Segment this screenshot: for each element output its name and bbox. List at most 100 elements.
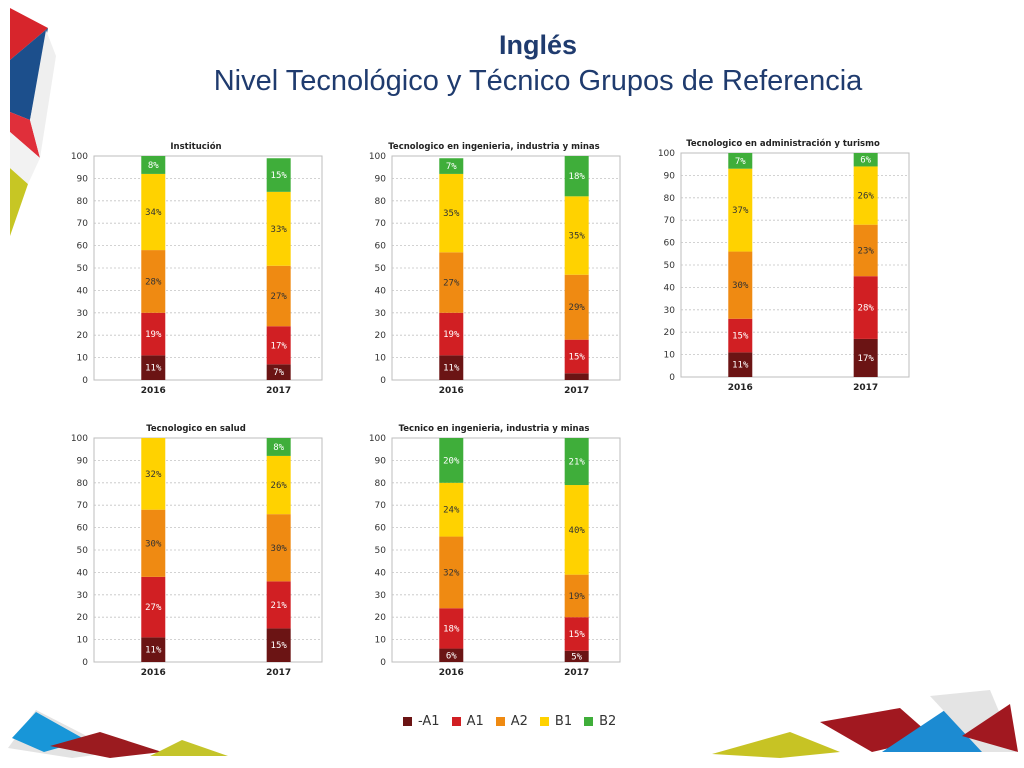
bar-segment <box>266 158 291 192</box>
data-label: 23% <box>858 246 875 256</box>
bar-segment <box>564 339 589 374</box>
data-label: 7% <box>273 368 284 378</box>
legend-swatch <box>584 717 594 726</box>
y-tick-label: 40 <box>375 286 387 296</box>
bar-segment <box>853 166 878 225</box>
legend-swatch <box>403 717 412 726</box>
y-tick-label: 0 <box>380 658 386 668</box>
bar-segment <box>266 364 291 380</box>
x-tick-label: 2017 <box>564 386 589 396</box>
y-tick-label: 10 <box>77 354 89 364</box>
data-label: 15% <box>569 352 586 362</box>
y-tick-label: 60 <box>77 524 89 534</box>
data-label: 18% <box>443 624 460 634</box>
bottom-right-decoration <box>712 690 1018 758</box>
bar-segment <box>266 326 291 365</box>
data-label: 40% <box>569 526 586 536</box>
y-tick-label: 70 <box>375 219 387 229</box>
y-tick-label: 90 <box>375 174 387 184</box>
bar-segment <box>564 156 589 197</box>
legend-label: -A1 <box>418 714 440 729</box>
y-tick-label: 0 <box>380 376 386 386</box>
x-tick-label: 2016 <box>728 383 753 393</box>
y-tick-label: 50 <box>77 264 89 274</box>
bar-segment <box>141 355 166 380</box>
bar-segment <box>853 224 878 277</box>
bar-segment <box>439 482 464 537</box>
y-tick-label: 100 <box>369 434 386 444</box>
data-label: 27% <box>145 603 162 613</box>
chart-svg: Tecnologico en administración y turismo 0… <box>658 138 910 393</box>
bottom-left-decoration <box>8 710 228 758</box>
x-tick-label: 2017 <box>853 383 878 393</box>
y-tick-label: 0 <box>669 373 675 383</box>
bar-segment <box>564 373 589 380</box>
data-label: 33% <box>271 225 288 235</box>
data-label: 19% <box>443 330 460 340</box>
y-tick-label: 10 <box>375 354 387 364</box>
y-tick-label: 30 <box>77 309 89 319</box>
y-tick-label: 50 <box>375 546 387 556</box>
legend-item-b1: B1 <box>539 714 572 729</box>
y-tick-label: 80 <box>77 197 89 207</box>
bar-segment <box>141 438 166 510</box>
data-label: 26% <box>271 481 288 491</box>
y-tick-label: 100 <box>369 152 386 162</box>
data-label: 11% <box>443 364 460 374</box>
legend-item-a2: A2 <box>495 714 528 729</box>
data-label: 32% <box>443 568 460 578</box>
y-tick-label: 100 <box>658 149 675 159</box>
data-label: 11% <box>145 646 162 656</box>
legend-label: A1 <box>466 714 484 729</box>
data-label: 17% <box>271 341 288 351</box>
y-tick-label: 90 <box>664 171 676 181</box>
bar-segment <box>266 628 291 662</box>
data-label: 15% <box>271 171 288 181</box>
bar-segment <box>853 153 878 167</box>
x-tick-label: 2016 <box>439 668 464 678</box>
data-label: 27% <box>443 279 460 289</box>
y-tick-label: 80 <box>375 479 387 489</box>
chart-title: Tecnico en ingenieria, industria y minas <box>399 424 590 434</box>
y-tick-label: 20 <box>664 328 676 338</box>
chart-svg: Tecnologico en ingenieria, industria y m… <box>369 142 621 396</box>
x-tick-label: 2017 <box>564 668 589 678</box>
data-label: 8% <box>148 161 159 171</box>
data-label: 30% <box>271 544 288 554</box>
data-label: 5% <box>571 652 582 662</box>
bar-segment <box>439 438 464 483</box>
y-tick-label: 100 <box>71 434 88 444</box>
bar-segment <box>439 608 464 649</box>
bar-segment <box>564 617 589 651</box>
data-label: 11% <box>732 361 749 371</box>
y-tick-label: 60 <box>375 242 387 252</box>
y-tick-label: 30 <box>375 309 387 319</box>
data-label: 32% <box>145 470 162 480</box>
y-tick-label: 20 <box>77 613 89 623</box>
data-label: 26% <box>858 192 875 202</box>
y-tick-label: 80 <box>375 197 387 207</box>
data-label: 27% <box>271 292 288 302</box>
y-tick-label: 10 <box>375 636 387 646</box>
bar-segment <box>141 509 166 577</box>
data-label: 15% <box>732 332 749 342</box>
y-tick-label: 30 <box>77 591 89 601</box>
slide-title: Inglés <box>498 30 578 60</box>
data-label: 15% <box>271 641 288 651</box>
chart-tecnologico-administracion: Tecnologico en administración y turismo 0… <box>647 135 917 400</box>
y-tick-label: 20 <box>375 331 387 341</box>
bar-segment <box>439 252 464 313</box>
y-tick-label: 0 <box>82 658 88 668</box>
bar-segment <box>564 438 589 486</box>
y-tick-label: 0 <box>82 376 88 386</box>
data-label: 15% <box>569 630 586 640</box>
bar-segment <box>564 485 589 575</box>
y-tick-label: 70 <box>77 501 89 511</box>
bar-segment <box>439 312 464 356</box>
bar-segment <box>439 355 464 380</box>
y-tick-label: 30 <box>664 306 676 316</box>
data-label: 28% <box>858 304 875 314</box>
data-label: 11% <box>145 364 162 374</box>
data-label: 18% <box>569 172 586 182</box>
